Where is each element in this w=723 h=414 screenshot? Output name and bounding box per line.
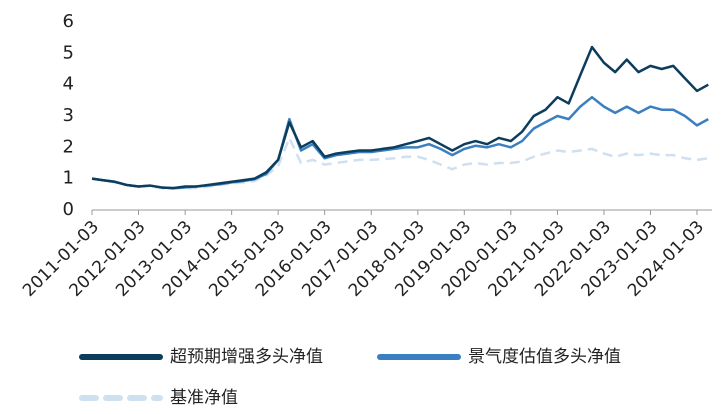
y-tick-label: 0 [63,199,74,220]
y-tick-label: 1 [63,168,74,189]
y-tick-label: 2 [63,136,74,157]
series-line [91,45,709,190]
legend-label: 景气度估值多头净值 [468,347,621,367]
legend-label: 超预期增强多头净值 [170,347,323,367]
y-tick-label: 3 [63,105,74,126]
y-tick-label: 5 [63,42,74,63]
series-line [91,95,709,190]
series-line [91,136,709,190]
legend-label: 基准净值 [170,388,238,408]
y-tick-label: 4 [63,74,74,95]
y-tick-label: 6 [63,11,74,32]
